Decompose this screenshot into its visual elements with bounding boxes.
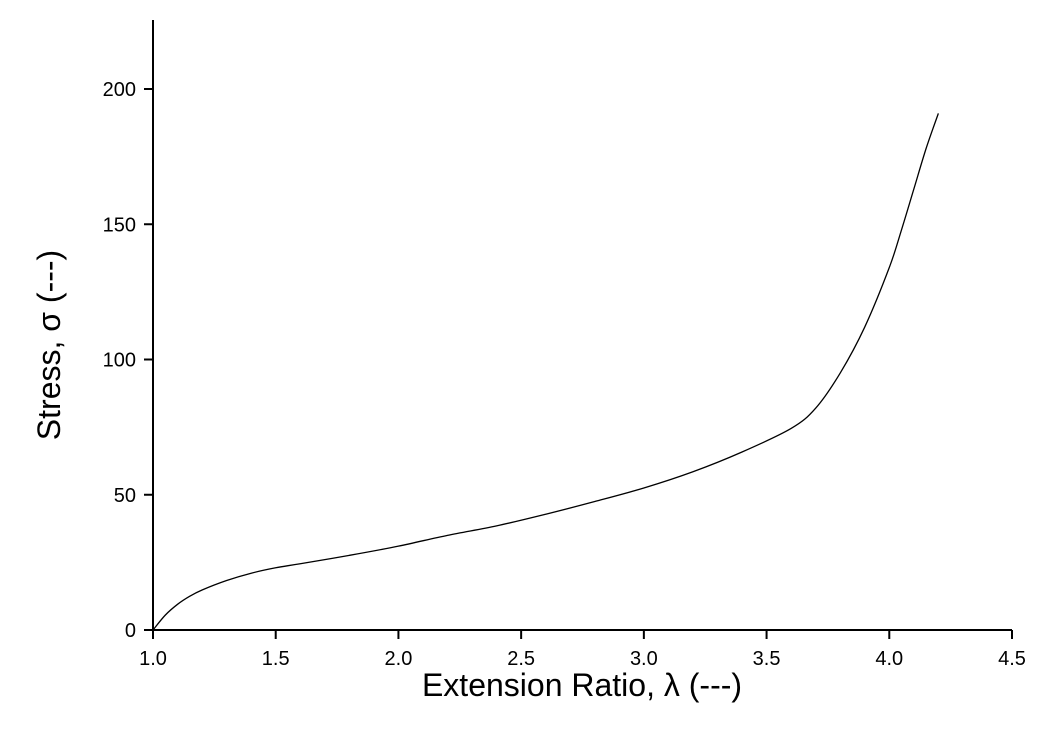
- stress-curve: [152, 113, 939, 631]
- y-tick-label: 200: [103, 79, 136, 101]
- x-tick-label: 1.0: [139, 648, 167, 670]
- x-tick-label: 4.5: [998, 648, 1026, 670]
- x-tick-label: 4.0: [875, 648, 903, 670]
- y-tick-label: 100: [103, 350, 136, 372]
- x-axis-title: Extension Ratio, λ (---): [422, 667, 742, 703]
- series: [152, 113, 939, 631]
- y-tick-label: 0: [125, 620, 136, 642]
- y-ticks: 0 50 100 150 200: [103, 79, 153, 642]
- x-tick-label: 3.0: [630, 648, 658, 670]
- x-ticks: 1.0 1.5 2.0 2.5 3.0 3.5 4.0 4.5: [139, 630, 1026, 670]
- x-tick-label: 2.5: [507, 648, 535, 670]
- y-axis-title: Stress, σ (---): [31, 250, 67, 440]
- x-tick-label: 3.5: [753, 648, 781, 670]
- x-tick-label: 1.5: [262, 648, 290, 670]
- x-tick-label: 2.0: [385, 648, 413, 670]
- y-tick-label: 50: [114, 485, 136, 507]
- axes: [152, 20, 1012, 631]
- y-tick-label: 150: [103, 214, 136, 236]
